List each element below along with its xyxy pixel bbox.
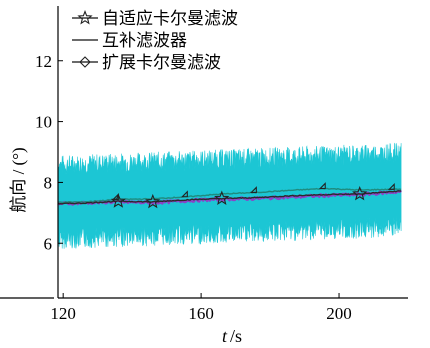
diamond-marker-1	[180, 190, 188, 198]
x-axis-label: t /s	[222, 326, 242, 346]
y-axis-label: 航向 / (°)	[9, 147, 28, 212]
legend-label-1: 互补滤波器	[102, 31, 187, 50]
y-tick-label-12: 12	[35, 52, 52, 71]
y-tick-label-10: 10	[35, 113, 52, 132]
diamond-marker-2	[249, 186, 257, 194]
x-axis-label-unit: /s	[230, 326, 242, 346]
noise-band	[57, 142, 402, 249]
noise-band-layer	[57, 142, 402, 249]
legend-diamond-icon	[79, 56, 91, 68]
x-tick-label-200: 200	[326, 304, 352, 323]
x-tick-label-160: 160	[188, 304, 214, 323]
legend-label-0: 自适应卡尔曼滤波	[102, 9, 238, 28]
legend-star-icon	[77, 9, 93, 25]
legend-label-2: 扩展卡尔曼滤波	[102, 53, 221, 72]
diamond-marker-3	[318, 182, 326, 190]
star-marker-3	[352, 185, 368, 201]
series-layer	[57, 182, 403, 209]
x-tick-label-120: 120	[50, 304, 76, 323]
y-tick-label-6: 6	[44, 234, 53, 253]
axes-layer: 6 8 10 12 120 160 200	[0, 6, 408, 323]
star-marker-1	[145, 193, 161, 209]
diamond-marker-4	[387, 182, 395, 190]
diamond-marker-0	[111, 193, 119, 201]
star-marker-2	[214, 190, 230, 206]
y-tick-label-8: 8	[44, 173, 53, 192]
x-axis-label-var: t	[222, 326, 228, 346]
